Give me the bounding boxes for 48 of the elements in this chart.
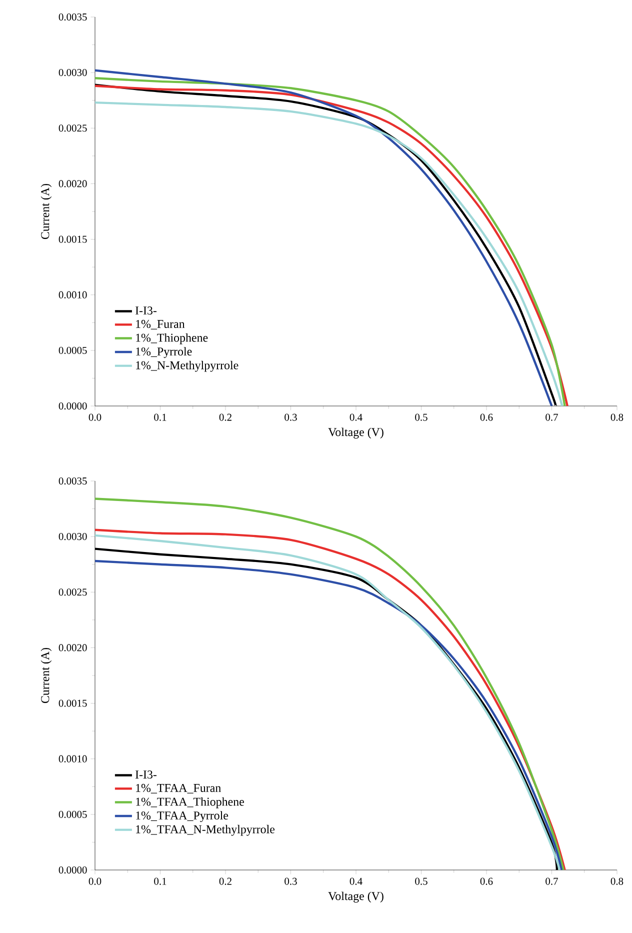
y-tick-label: 0.0020 [58,644,87,652]
x-axis-title: Voltage (V) [328,428,384,439]
y-tick-label: 0.0005 [58,810,87,818]
y-tick-label: 0.0000 [58,866,87,874]
x-tick-label: 0.8 [610,414,624,421]
x-tick-label: 0.1 [154,414,166,421]
y-tick-label: 0.0025 [58,588,87,596]
x-axis-title: Voltage (V) [328,892,384,903]
legend-label: 1%_Thiophene [136,333,208,344]
x-tick-label: 0.4 [350,878,362,885]
legend-label: I-I3- [135,306,157,315]
x-tick-label: 0.5 [415,414,428,421]
y-tick-label: 0.0035 [58,13,87,21]
y-axis-title: Current (A) [40,184,52,240]
x-tick-label: 0.7 [546,878,558,885]
y-tick-label: 0.0010 [58,291,87,298]
x-tick-label: 0.8 [610,878,624,885]
legend-label: 1%_TFAA_Pyrrole [136,811,228,822]
x-tick-label: 0.0 [88,878,102,885]
legend-label: 1%_TFAA_N-Methylpyrrole [136,824,275,836]
legend-label: 1%_Furan [136,320,185,330]
y-tick-label: 0.0000 [58,402,87,410]
x-tick-label: 0.1 [154,878,166,885]
y-tick-label: 0.0010 [58,755,87,762]
x-tick-label: 0.2 [219,878,232,885]
y-tick-label: 0.0015 [58,236,87,243]
x-tick-label: 0.2 [219,414,232,421]
y-tick-label: 0.0005 [58,346,87,354]
legend-label: 1%_Pyrrole [136,347,192,358]
x-tick-label: 0.6 [480,878,493,885]
x-tick-label: 0.3 [284,414,297,421]
y-axis-title: Current (A) [40,648,52,704]
legend-label: I-I3- [135,770,157,779]
y-tick-label: 0.0035 [58,477,87,485]
legend-label: 1%_N-Methylpyrrole [136,360,238,372]
x-tick-label: 0.3 [284,878,297,885]
y-tick-label: 0.0030 [58,533,87,540]
legend-label: 1%_TFAA_Thiophene [136,797,244,808]
y-tick-label: 0.0025 [58,124,87,132]
y-tick-label: 0.0015 [58,700,87,707]
x-tick-label: 0.7 [546,414,558,421]
x-tick-label: 0.6 [480,414,493,421]
x-tick-label: 0.0 [88,414,102,421]
x-tick-label: 0.4 [350,414,362,421]
legend-label: 1%_TFAA_Furan [136,784,221,794]
y-tick-label: 0.0020 [58,180,87,188]
x-tick-label: 0.5 [415,878,428,885]
y-tick-label: 0.0030 [58,69,87,76]
